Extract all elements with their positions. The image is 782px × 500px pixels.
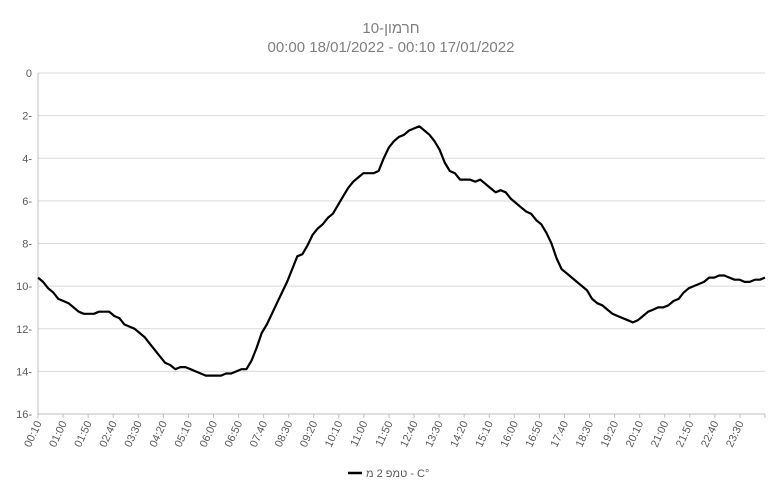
y-tick-label: 14-: [16, 366, 32, 378]
legend: טמפ 2 מ - C°: [348, 468, 429, 480]
legend-entry-label: טמפ 2 מ - C°: [366, 468, 429, 480]
y-tick-label: 10-: [16, 281, 32, 293]
y-tick-label: 2-: [22, 111, 32, 123]
y-tick-label: 12-: [16, 324, 32, 336]
y-tick-label: 6-: [22, 196, 32, 208]
series-layer: [37, 125, 766, 377]
y-tick-label: 0: [26, 68, 32, 80]
y-axis-tick-labels: 0 2- 4- 6- 8- 10- 12- 14- 16-: [16, 68, 32, 421]
y-tick-label: 4-: [22, 153, 32, 165]
chart-title: 10-חרמון: [362, 20, 419, 37]
y-tick-label: 16-: [16, 409, 32, 421]
series-line: [37, 125, 766, 377]
y-tick-label: 8-: [22, 239, 32, 251]
chart-subtitle: 00:00 18/01/2022 - 00:10 17/01/2022: [268, 39, 515, 56]
axes: [37, 73, 766, 418]
